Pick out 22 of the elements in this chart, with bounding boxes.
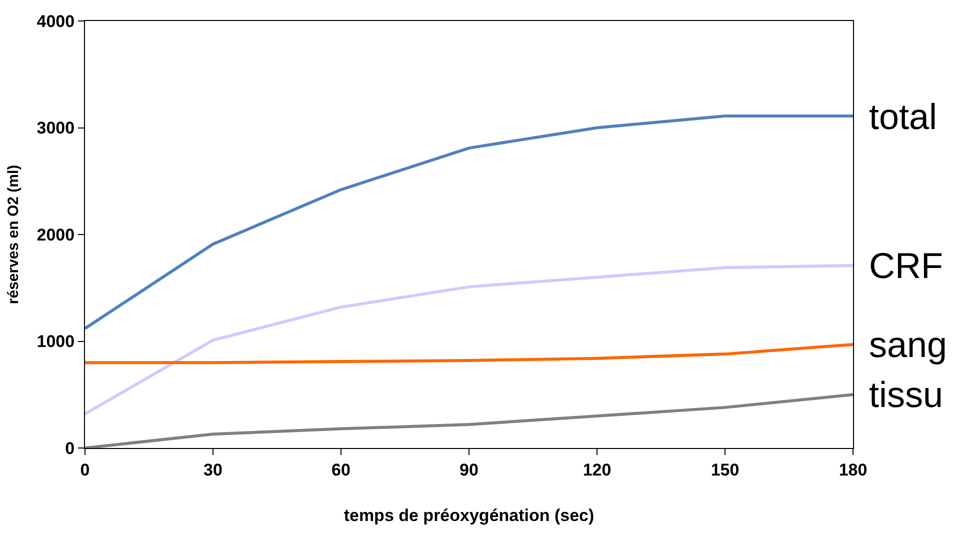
x-tick-label: 30 bbox=[204, 460, 222, 480]
line-series bbox=[85, 264, 853, 416]
y-tick-label: 0 bbox=[65, 438, 75, 458]
x-tick-label: 60 bbox=[332, 460, 350, 480]
y-tick-label: 4000 bbox=[36, 12, 75, 31]
series-label: total bbox=[869, 96, 938, 137]
line-series bbox=[85, 342, 853, 364]
line-series bbox=[85, 114, 853, 330]
x-tick-label: 120 bbox=[582, 460, 612, 480]
x-axis-title: temps de préoxygénation (sec) bbox=[344, 506, 594, 525]
series-label: sang bbox=[869, 324, 948, 365]
line-series bbox=[85, 393, 853, 448]
x-tick-label: 0 bbox=[80, 460, 90, 480]
y-tick-label: 2000 bbox=[36, 225, 75, 244]
series-label: CRF bbox=[869, 245, 943, 286]
series-label: tissu bbox=[869, 374, 944, 415]
x-tick-label: 150 bbox=[710, 460, 740, 480]
y-axis-title: réserves en O2 (ml) bbox=[5, 164, 22, 304]
y-tick-label: 1000 bbox=[36, 332, 75, 352]
x-tick-label: 180 bbox=[838, 460, 868, 480]
y-tick-label: 3000 bbox=[36, 118, 75, 138]
x-tick-label: 90 bbox=[460, 460, 478, 480]
